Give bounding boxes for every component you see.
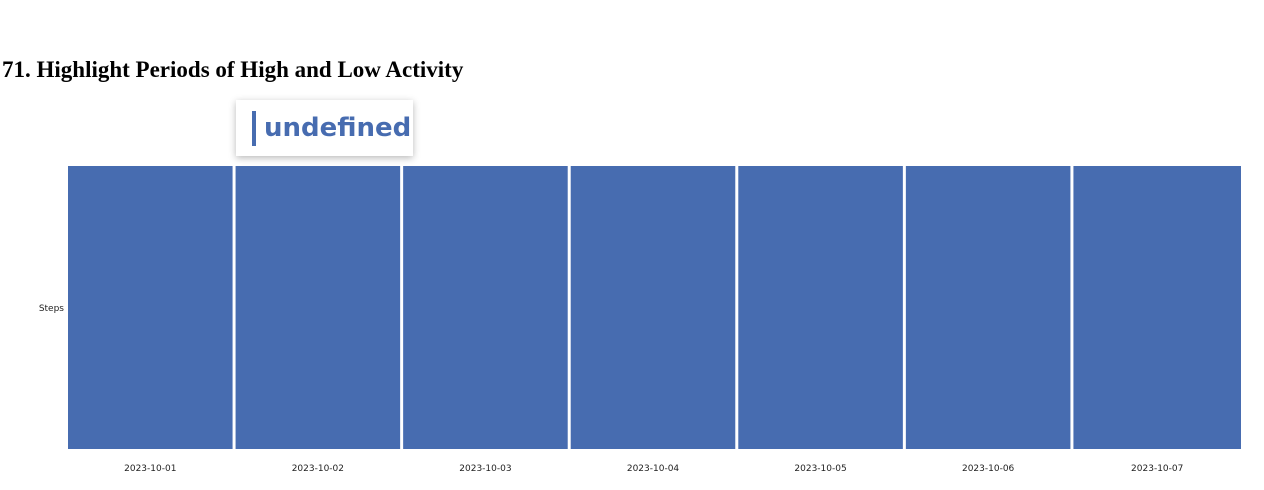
x-tick-label: 2023-10-01 bbox=[124, 464, 176, 474]
bar-2023-10-05[interactable] bbox=[738, 166, 903, 449]
bar-2023-10-04[interactable] bbox=[570, 166, 736, 449]
page-title: 71. Highlight Periods of High and Low Ac… bbox=[2, 57, 464, 82]
x-tick-label: 2023-10-05 bbox=[794, 464, 846, 474]
bar-2023-10-03[interactable] bbox=[403, 166, 568, 449]
bar-2023-10-01[interactable] bbox=[68, 166, 233, 449]
bars-group bbox=[68, 166, 1241, 449]
bar-2023-10-06[interactable] bbox=[905, 166, 1071, 449]
x-tick-label: 2023-10-04 bbox=[627, 464, 680, 474]
x-tick-labels: 2023-10-01 2023-10-02 2023-10-03 2023-10-04… bbox=[124, 464, 1183, 474]
x-tick-label: 2023-10-02 bbox=[292, 464, 344, 474]
x-tick-label: 2023-10-03 bbox=[459, 464, 511, 474]
x-tick-label: 2023-10-06 bbox=[962, 464, 1015, 474]
x-tick-label: 2023-10-07 bbox=[1131, 464, 1183, 474]
tooltip-text: undefined bbox=[264, 113, 412, 143]
y-axis-label: Steps bbox=[39, 304, 64, 314]
bar-2023-10-07[interactable] bbox=[1073, 166, 1241, 449]
bar-2023-10-02[interactable] bbox=[235, 166, 401, 449]
tooltip: undefined bbox=[236, 100, 413, 156]
tooltip-accent-bar bbox=[252, 111, 256, 146]
